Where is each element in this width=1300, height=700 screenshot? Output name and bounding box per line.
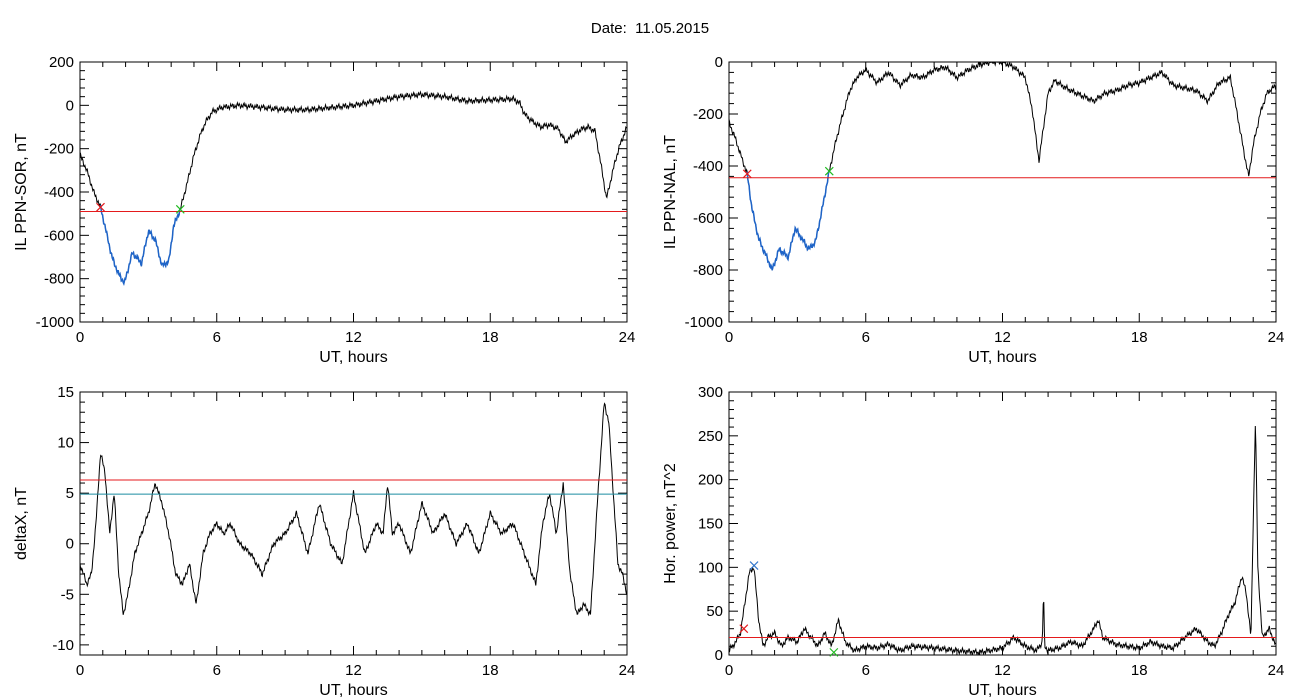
y-tick-label: 0 — [715, 647, 723, 664]
y-tick-label: -800 — [44, 271, 74, 288]
y-axis-label: IL PPN-SOR, nT — [13, 133, 30, 251]
x-tick-label: 24 — [619, 662, 636, 679]
x-tick-label: 12 — [345, 329, 362, 346]
plot-frame — [79, 61, 628, 323]
series-line — [729, 425, 1276, 655]
event-marker — [749, 561, 759, 571]
event-marker — [824, 166, 834, 176]
x-axis-label: UT, hours — [968, 349, 1036, 366]
event-marker — [829, 647, 839, 657]
y-tick-label: 0 — [66, 536, 74, 553]
x-tick-label: 0 — [725, 329, 733, 346]
x-axis-label: UT, hours — [319, 349, 387, 366]
event-marker — [739, 624, 749, 634]
event-marker — [96, 202, 105, 212]
y-tick-label: -1000 — [36, 314, 74, 331]
x-tick-label: 18 — [1131, 329, 1148, 346]
x-tick-label: 0 — [725, 662, 733, 679]
y-tick-label: 5 — [66, 485, 74, 502]
highlighted-segment — [99, 205, 181, 287]
x-tick-label: 18 — [1131, 662, 1148, 679]
x-tick-label: 0 — [76, 329, 84, 346]
y-tick-label: 15 — [57, 384, 74, 401]
x-tick-label: 6 — [862, 329, 870, 346]
x-tick-label: 6 — [213, 329, 221, 346]
y-tick-label: -200 — [44, 141, 74, 158]
y-tick-label: -200 — [693, 106, 723, 123]
y-tick-label: 50 — [706, 603, 723, 620]
x-tick-label: 24 — [1268, 329, 1285, 346]
y-axis-label: deltaX, nT — [13, 487, 30, 560]
y-tick-label: -600 — [693, 210, 723, 227]
y-tick-label: 100 — [698, 559, 723, 576]
y-tick-label: 150 — [698, 516, 723, 533]
highlighted-segment — [746, 170, 830, 271]
y-tick-label: -1000 — [685, 314, 723, 331]
y-tick-label: -10 — [52, 637, 74, 654]
x-tick-label: 0 — [76, 662, 84, 679]
x-axis-label: UT, hours — [319, 682, 387, 699]
x-tick-label: 18 — [482, 662, 499, 679]
y-tick-label: -400 — [693, 158, 723, 175]
y-tick-label: -5 — [61, 586, 74, 603]
x-tick-label: 6 — [862, 662, 870, 679]
series-line — [80, 402, 627, 617]
y-axis-label: Hor. power, nT^2 — [662, 463, 679, 584]
plot-frame — [79, 391, 628, 656]
x-tick-label: 24 — [1268, 662, 1285, 679]
series-line — [80, 90, 627, 286]
event-marker — [742, 169, 752, 179]
plot-frame — [728, 61, 1277, 323]
y-tick-label: 0 — [715, 54, 723, 71]
plot-frame — [728, 391, 1277, 656]
y-tick-label: 10 — [57, 435, 74, 452]
chart-3: 0 6 12 18 24 -10 -5 0 5 10 15 UT, hours deltaX, nT — [13, 384, 635, 699]
chart-2: 0 6 12 18 24 -1000 -800 -600 -400 -200 0 UT, hours I… — [662, 54, 1284, 366]
y-tick-label: 200 — [698, 472, 723, 489]
y-tick-label: -600 — [44, 227, 74, 244]
page-title: Date: 11.05.2015 — [590, 20, 710, 37]
y-tick-label: -800 — [693, 262, 723, 279]
y-tick-label: 200 — [49, 54, 74, 71]
chart-4: 0 6 12 18 24 0 50 100 150 200 250 300 UT, hours Hor. … — [662, 384, 1284, 699]
x-tick-label: 24 — [619, 329, 636, 346]
event-marker — [175, 204, 185, 214]
y-tick-label: 300 — [698, 384, 723, 401]
x-tick-label: 12 — [345, 662, 362, 679]
y-tick-label: 250 — [698, 428, 723, 445]
y-tick-label: 0 — [66, 97, 74, 114]
x-tick-label: 12 — [994, 329, 1011, 346]
x-tick-label: 6 — [213, 662, 221, 679]
x-tick-label: 18 — [482, 329, 499, 346]
x-axis-label: UT, hours — [968, 682, 1036, 699]
series-line — [729, 62, 1276, 271]
chart-1: 0 6 12 18 24 -1000 -800 -600 -400 -200 0 200 UT, hou… — [13, 54, 635, 366]
y-axis-label: IL PPN-NAL, nT — [662, 135, 679, 249]
x-tick-label: 12 — [994, 662, 1011, 679]
y-tick-label: -400 — [44, 184, 74, 201]
